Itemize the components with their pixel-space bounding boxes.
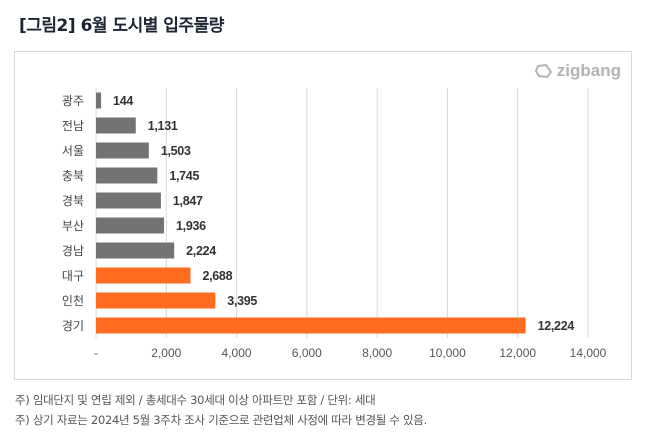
x-tick-labels: - 2,000 4,000 6,000 8,000 10,000 12,000 14,000 <box>94 346 607 360</box>
footnotes: 주) 임대단지 및 연립 제외 / 총세대수 30세대 이상 아파트만 포함 /… <box>15 390 427 430</box>
category-label: 서울 <box>62 144 84 158</box>
logo-text: zigbang <box>556 61 621 80</box>
bar <box>96 167 158 184</box>
bar <box>96 217 165 234</box>
x-tick-label: 4,000 <box>222 346 252 360</box>
x-tick-label: 12,000 <box>499 346 536 360</box>
x-tick-label: 6,000 <box>292 346 322 360</box>
footnote-2: 주) 상기 자료는 2024년 5월 3주차 조사 기준으로 관련업체 사정에 … <box>15 413 427 427</box>
gridlines <box>95 88 589 338</box>
category-label: 대구 <box>62 269 84 283</box>
x-tick-label: 14,000 <box>570 346 607 360</box>
value-label: 1,131 <box>148 119 178 133</box>
bar <box>96 317 526 334</box>
value-label: 1,503 <box>161 144 191 158</box>
bar <box>96 242 175 259</box>
bar <box>96 92 102 109</box>
category-label: 전남 <box>62 119 84 133</box>
value-label: 2,688 <box>202 269 232 283</box>
x-tick-label: - <box>94 346 98 360</box>
value-label: 1,745 <box>169 169 199 183</box>
bar <box>96 142 149 159</box>
category-label: 경기 <box>62 319 84 333</box>
bar <box>96 267 191 284</box>
x-tick-label: 2,000 <box>151 346 181 360</box>
value-label: 12,224 <box>538 319 575 333</box>
value-label: 3,395 <box>227 294 257 308</box>
value-label: 1,936 <box>176 219 206 233</box>
category-label: 부산 <box>62 219 84 233</box>
bars <box>96 92 526 334</box>
value-label: 2,224 <box>186 244 216 258</box>
zigbang-logo-icon <box>534 64 552 78</box>
x-tick-label: 8,000 <box>362 346 392 360</box>
value-label: 1,847 <box>173 194 203 208</box>
category-label: 충북 <box>62 169 84 183</box>
zigbang-logo: zigbang <box>534 61 621 81</box>
footnote-1: 주) 임대단지 및 연립 제외 / 총세대수 30세대 이상 아파트만 포함 /… <box>15 393 376 407</box>
bar <box>96 192 161 209</box>
category-label: 광주 <box>62 94 84 108</box>
value-labels: 144 1,131 1,503 1,745 1,847 1,936 2,224 2,688 3,… <box>113 94 575 333</box>
bar <box>96 292 216 309</box>
bar <box>96 117 136 134</box>
page-title: [그림2] 6월 도시별 입주물량 <box>19 16 224 36</box>
x-tick-label: 10,000 <box>429 346 466 360</box>
value-label: 144 <box>113 94 133 108</box>
category-label: 경남 <box>62 244 84 258</box>
category-label: 인천 <box>62 293 84 308</box>
category-label: 경북 <box>62 194 84 208</box>
